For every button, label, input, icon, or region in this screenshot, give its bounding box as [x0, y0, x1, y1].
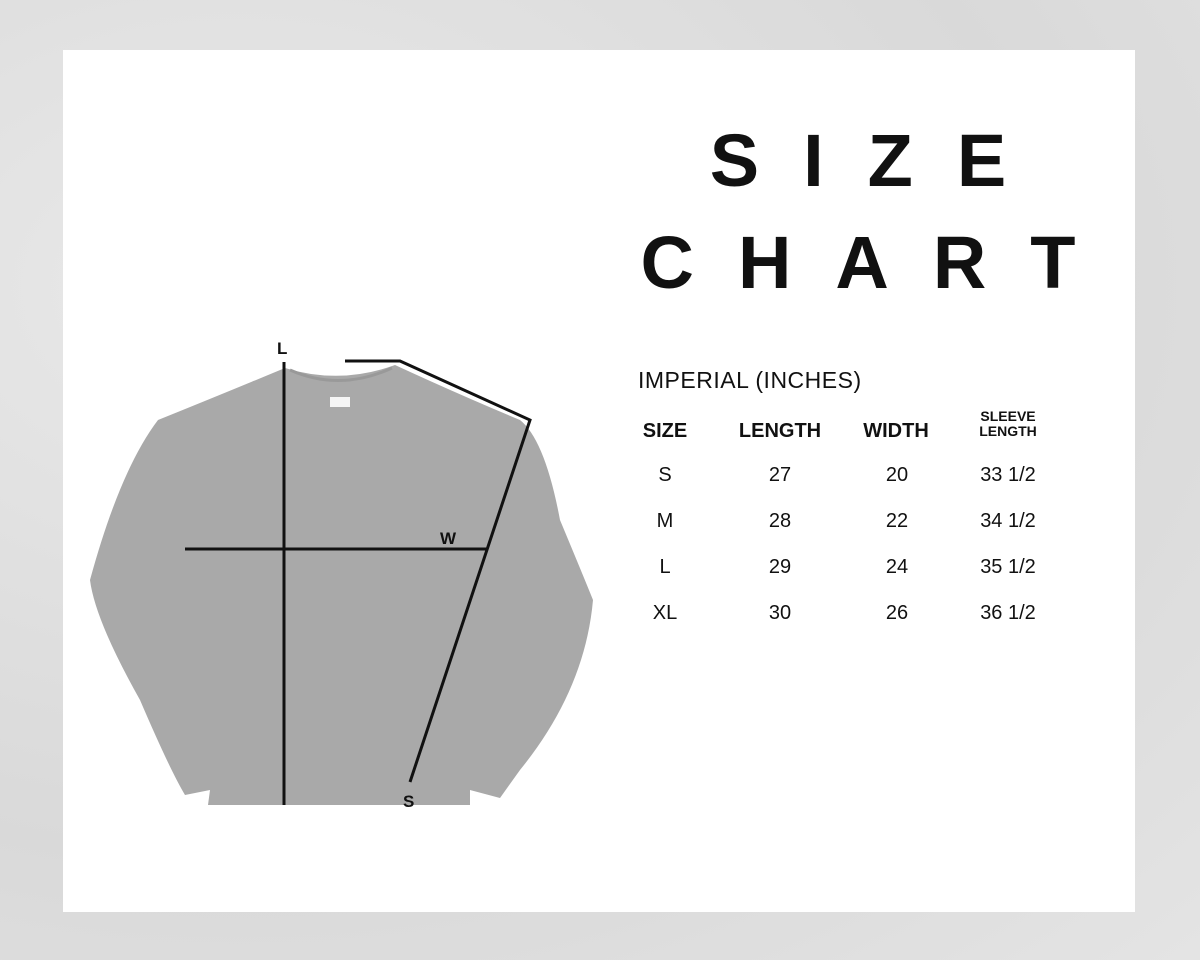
table-cell: 36 1/2	[980, 602, 1036, 624]
table-cell: 22	[885, 510, 909, 532]
table-cell: 33 1/2	[980, 464, 1036, 486]
table-cell: 20	[885, 464, 909, 486]
table-cell: 27	[768, 464, 792, 486]
title-chart: CHART	[640, 221, 1120, 304]
header-sleeve-length: SLEEVE LENGTH	[979, 408, 1037, 439]
table-cell: 34 1/2	[980, 510, 1036, 532]
header-size: SIZE	[642, 420, 688, 442]
sleeve-label: S	[403, 792, 415, 811]
header-length: LENGTH	[738, 420, 822, 442]
table-cell: M	[656, 510, 674, 532]
table-cell: 30	[768, 602, 792, 624]
table-cell: 28	[768, 510, 792, 532]
garment-tag	[330, 397, 350, 407]
title-size: SIZE	[709, 119, 1051, 202]
width-label: W	[440, 529, 457, 548]
table-cell: 35 1/2	[980, 556, 1036, 578]
length-label: L	[277, 339, 288, 358]
table-cell: 29	[768, 556, 792, 578]
sleeve-measure-line	[345, 359, 532, 783]
table-cell: 24	[885, 556, 909, 578]
header-width: WIDTH	[863, 420, 929, 442]
table-cell: XL	[652, 602, 678, 624]
sweatshirt-image	[90, 365, 593, 805]
units-label: IMPERIAL (INCHES)	[638, 367, 862, 393]
table-cell: 26	[885, 602, 909, 624]
table-cell: L	[659, 556, 671, 578]
table-cell: S	[658, 464, 672, 486]
